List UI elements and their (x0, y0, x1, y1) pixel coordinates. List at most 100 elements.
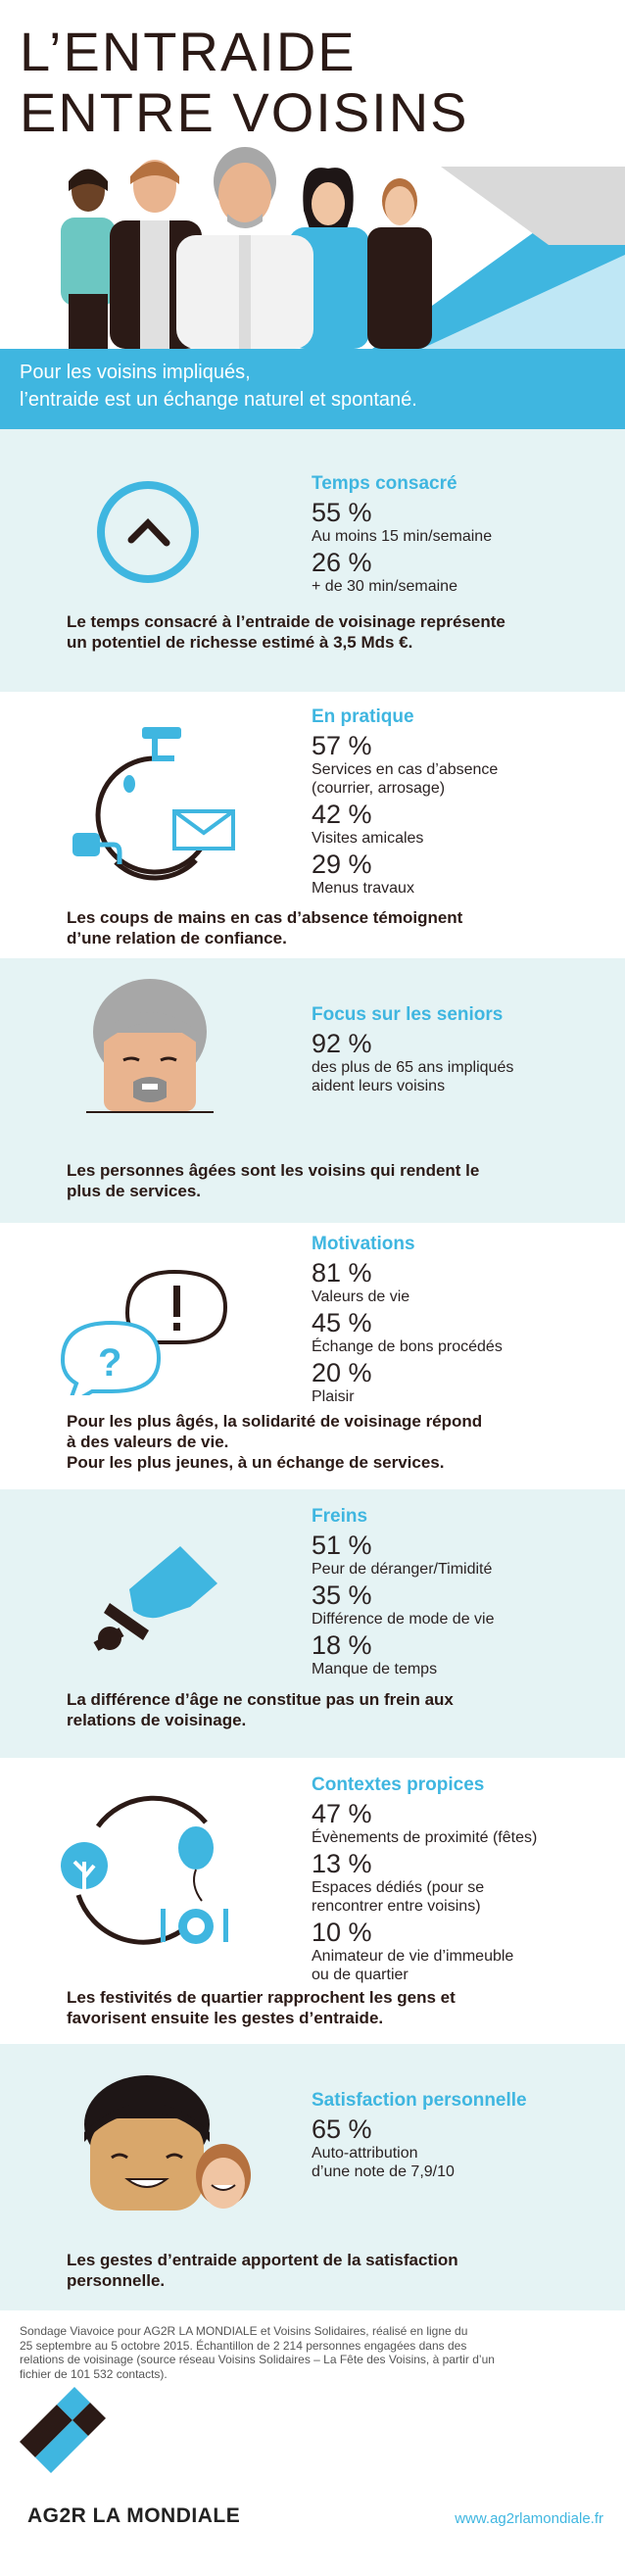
section-contextes: Contextes propices 47 % Évènements de pr… (0, 1758, 625, 2044)
services-cycle-icon (72, 727, 235, 881)
motivations-conclusion: Pour les plus âgés, la solidarité de voi… (67, 1411, 576, 1473)
stat-value: 13 % (312, 1849, 372, 1878)
temps-stats: Temps consacré 55 % Au moins 15 min/sema… (312, 472, 492, 596)
section-satisfaction: Satisfaction personnelle 65 % Auto-attri… (0, 2044, 625, 2310)
stat-value: 92 % (312, 1029, 372, 1058)
stat-value: 55 % (312, 498, 372, 527)
section-temps: Temps consacré 55 % Au moins 15 min/sema… (0, 429, 625, 692)
stat-label: d’une note de 7,9/10 (312, 2163, 455, 2180)
stat-value: 26 % (312, 548, 372, 577)
stat-value: 65 % (312, 2114, 372, 2144)
stat-label: Espaces dédiés (pour se (312, 1879, 485, 1896)
stat-label: Plaisir (312, 1388, 355, 1405)
section-freins: Freins 51 % Peur de déranger/Timidité 35… (0, 1489, 625, 1758)
section-seniors: Focus sur les seniors 92 % des plus de 6… (0, 958, 625, 1223)
stat-label: ou de quartier (312, 1967, 409, 1983)
conclusion-line: Les coups de mains en cas d’absence témo… (67, 908, 463, 927)
section-motivations: ? Motivations 81 % Valeurs de vie 45 % É… (0, 1223, 625, 1489)
svg-text:?: ? (98, 1341, 121, 1385)
conclusion-line: Pour les plus âgés, la solidarité de voi… (67, 1412, 483, 1431)
stat-label: Menus travaux (312, 880, 414, 897)
conclusion-line: plus de services. (67, 1182, 202, 1200)
intro-line-2: l’entraide est un échange naturel et spo… (20, 389, 417, 411)
brand-name: AG2R LA MONDIALE (27, 2504, 241, 2527)
conclusion-line: relations de voisinage. (67, 1711, 247, 1729)
stat-label: Services en cas d’absence (312, 761, 499, 778)
freins-title: Freins (312, 1506, 368, 1527)
stat-label: des plus de 65 ans impliqués (312, 1059, 514, 1076)
note-line: fichier de 101 532 contacts). (20, 2366, 168, 2381)
header: L’ENTRAIDE ENTRE VOISINS (0, 0, 625, 349)
stat-label: Au moins 15 min/semaine (312, 528, 493, 545)
stat-label: Animateur de vie d’immeuble (312, 1948, 514, 1965)
pratique-title: En pratique (312, 706, 414, 727)
freins-conclusion: La différence d’âge ne constitue pas un … (67, 1689, 576, 1730)
page-title: L’ENTRAIDE ENTRE VOISINS (20, 22, 469, 143)
seniors-stats: Focus sur les seniors 92 % des plus de 6… (312, 1003, 513, 1095)
header-illustration (61, 147, 625, 349)
stat-label: rencontrer entre voisins) (312, 1898, 481, 1915)
ag2r-logo-icon (20, 2387, 106, 2473)
stat-value: 81 % (312, 1258, 372, 1288)
conclusion-line: un potentiel de richesse estimé à 3,5 Md… (67, 633, 413, 652)
motivations-stats: Motivations 81 % Valeurs de vie 45 % Éch… (312, 1233, 503, 1406)
note-line: 25 septembre au 5 octobre 2015. Échantil… (20, 2338, 467, 2353)
intro-text: Pour les voisins impliqués, l’entraide e… (20, 359, 417, 413)
stat-label: aident leurs voisins (312, 1078, 446, 1094)
foot-brake-icon (93, 1546, 217, 1651)
stat-value: 47 % (312, 1799, 372, 1828)
conclusion-line: Pour les plus jeunes, à un échange de se… (67, 1453, 445, 1472)
stat-label: Valeurs de vie (312, 1288, 410, 1305)
intro-line-1: Pour les voisins impliqués, (20, 362, 251, 383)
survey-source-note: Sondage Viavoice pour AG2R LA MONDIALE e… (20, 2324, 605, 2381)
stat-label: Auto-attribution (312, 2145, 418, 2162)
pratique-stats: En pratique 57 % Services en cas d’absen… (312, 705, 498, 898)
stat-value: 10 % (312, 1918, 372, 1947)
temps-conclusion: Le temps consacré à l’entraide de voisin… (67, 611, 576, 653)
pratique-conclusion: Les coups de mains en cas d’absence témo… (67, 907, 576, 948)
title-line-2: ENTRE VOISINS (20, 81, 469, 143)
stat-value: 51 % (312, 1531, 372, 1560)
stat-value: 18 % (312, 1630, 372, 1660)
conclusion-line: Les gestes d’entraide apportent de la sa… (67, 2251, 458, 2269)
motivations-title: Motivations (312, 1234, 415, 1254)
title-line-1: L’ENTRAIDE (20, 21, 357, 82)
intro-banner: Pour les voisins impliqués, l’entraide e… (0, 349, 625, 429)
smiling-faces-icon (84, 2075, 251, 2211)
stat-label: Manque de temps (312, 1661, 438, 1677)
stat-value: 29 % (312, 850, 372, 879)
conclusion-line: à des valeurs de vie. (67, 1433, 229, 1451)
stat-value: 42 % (312, 800, 372, 829)
stat-label: Différence de mode de vie (312, 1611, 495, 1628)
satisfaction-title: Satisfaction personnelle (312, 2090, 527, 2111)
senior-face-icon (86, 979, 214, 1113)
conclusion-line: Les festivités de quartier rapprochent l… (67, 1988, 456, 2007)
clock-icon (97, 481, 199, 583)
stat-label: Évènements de proximité (fêtes) (312, 1829, 538, 1846)
contextes-conclusion: Les festivités de quartier rapprochent l… (67, 1987, 576, 2028)
speech-bubbles-icon: ? (60, 1269, 228, 1395)
freins-stats: Freins 51 % Peur de déranger/Timidité 35… (312, 1505, 494, 1678)
note-line: Sondage Viavoice pour AG2R LA MONDIALE e… (20, 2324, 468, 2338)
stat-label: Échange de bons procédés (312, 1338, 503, 1355)
satisfaction-conclusion: Les gestes d’entraide apportent de la sa… (67, 2250, 576, 2291)
temps-title: Temps consacré (312, 473, 457, 494)
stat-label: + de 30 min/semaine (312, 578, 457, 595)
stat-label: (courrier, arrosage) (312, 780, 446, 797)
stat-value: 57 % (312, 731, 372, 760)
satisfaction-stats: Satisfaction personnelle 65 % Auto-attri… (312, 2089, 527, 2181)
section-pratique: En pratique 57 % Services en cas d’absen… (0, 692, 625, 958)
conclusion-line: Le temps consacré à l’entraide de voisin… (67, 612, 505, 631)
seniors-conclusion: Les personnes âgées sont les voisins qui… (67, 1160, 576, 1201)
conclusion-line: Les personnes âgées sont les voisins qui… (67, 1161, 480, 1180)
website-link[interactable]: www.ag2rlamondiale.fr (455, 2510, 603, 2527)
stat-value: 45 % (312, 1308, 372, 1337)
stat-value: 20 % (312, 1358, 372, 1387)
conclusion-line: d’une relation de confiance. (67, 929, 287, 948)
stat-label: Visites amicales (312, 830, 424, 847)
conclusion-line: personnelle. (67, 2271, 166, 2290)
stat-label: Peur de déranger/Timidité (312, 1561, 493, 1578)
contextes-stats: Contextes propices 47 % Évènements de pr… (312, 1774, 537, 1984)
party-cycle-icon (61, 1795, 228, 1945)
